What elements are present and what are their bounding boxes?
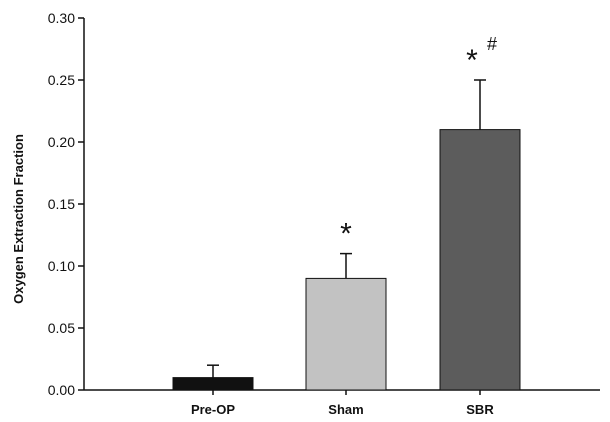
y-tick-label: 0.10 xyxy=(48,258,75,274)
y-tick-label: 0.20 xyxy=(48,134,75,150)
annotation-sbr-hash: # xyxy=(487,34,497,54)
axes: 0.00 0.05 0.10 0.15 0.20 0.25 0.30 xyxy=(48,10,600,398)
y-tick-label: 0.25 xyxy=(48,72,75,88)
bars xyxy=(172,79,521,391)
y-tick-label: 0.15 xyxy=(48,196,75,212)
x-tick-label-pre-op: Pre-OP xyxy=(191,402,235,417)
bar-sham xyxy=(305,277,387,391)
x-tick-label-sbr: SBR xyxy=(466,402,494,417)
x-tick-label-sham: Sham xyxy=(328,402,363,417)
annotation-sbr-star: * xyxy=(466,44,478,77)
y-tick-label: 0.00 xyxy=(48,382,75,398)
y-tick-label: 0.05 xyxy=(48,320,75,336)
y-tick-label: 0.30 xyxy=(48,10,75,26)
bar-pre-op xyxy=(172,377,254,391)
annotation-sham-star: * xyxy=(340,218,352,251)
y-axis-label: Oxygen Extraction Fraction xyxy=(11,134,26,304)
labels: Pre-OP Sham SBR * * # xyxy=(191,34,497,417)
bar-sbr xyxy=(439,129,521,391)
